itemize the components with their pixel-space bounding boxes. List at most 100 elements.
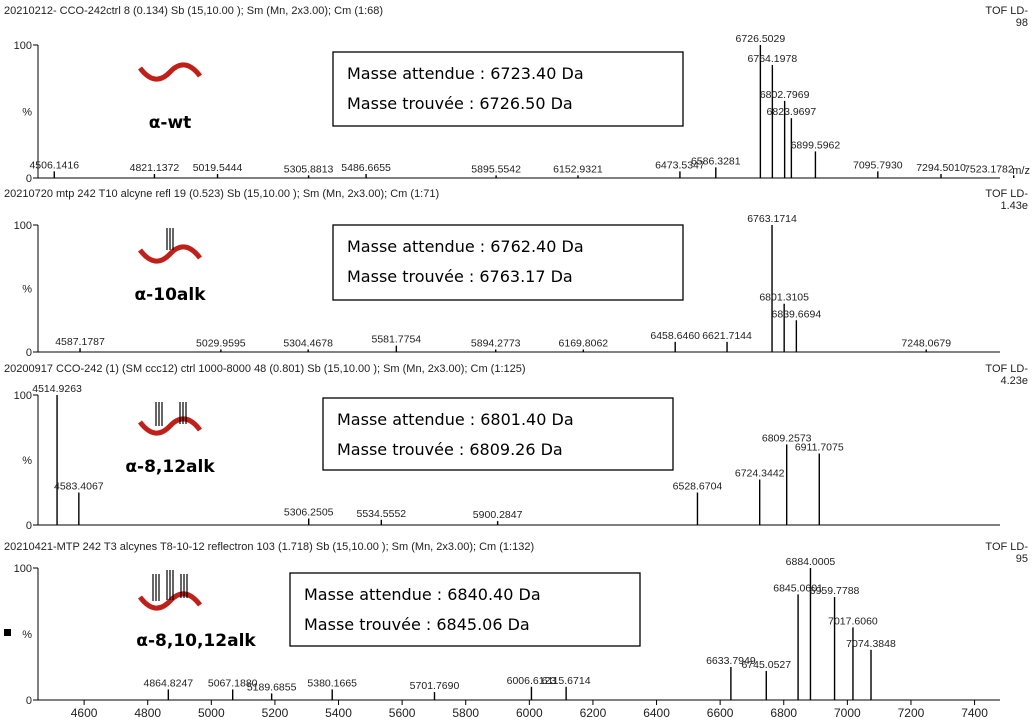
mass-text: Masse attendue : 6801.40 Da: [337, 410, 574, 429]
peak-label: 6726.5029: [736, 33, 786, 45]
peak-label: 7294.5010: [916, 162, 966, 174]
y-tick-label: 100: [14, 40, 32, 52]
x-tick-label: 6200: [580, 706, 607, 720]
peak-label: 6839.6694: [772, 308, 822, 320]
mass-text: Masse attendue : 6762.40 Da: [347, 237, 584, 256]
peak-label: 6006.6123: [507, 675, 557, 687]
compound-label: α-wt: [149, 113, 192, 133]
x-axis-label: m/z: [1012, 165, 1030, 177]
peak-label: 4821.1372: [130, 162, 180, 174]
mass-box: [332, 51, 684, 127]
mass-box: [332, 224, 684, 301]
panel-header: 20210212- CCO-242ctrl 8 (0.134) Sb (15,1…: [4, 5, 383, 17]
y-tick-label: 0: [26, 695, 32, 707]
peak-label: 6763.1714: [747, 213, 797, 225]
panel-header: 20210421-MTP 242 T3 alcynes T8-10-12 ref…: [4, 541, 534, 553]
x-tick-label: 4600: [71, 706, 98, 720]
peak-label: 7095.7930: [853, 159, 903, 171]
peak-label: 7074.3848: [846, 638, 896, 650]
x-tick-label: 5600: [389, 706, 416, 720]
intensity-scale: 98: [1016, 17, 1028, 29]
peak-label: 6801.3105: [759, 292, 809, 304]
peak-label: 5067.1880: [208, 677, 258, 689]
peak-label: 6169.8062: [559, 337, 609, 349]
peak-label: 5019.5444: [193, 162, 243, 174]
peak-label: 5581.7754: [372, 334, 422, 346]
peak-label: 6473.5347: [655, 159, 705, 171]
x-tick-label: 5000: [198, 706, 225, 720]
peak-label: 5900.2847: [473, 509, 523, 521]
peak-label: 7017.6060: [828, 615, 878, 627]
peak-label: 6809.2573: [762, 432, 812, 444]
icon-10alk: [138, 244, 202, 264]
mass-text: Masse attendue : 6840.40 Da: [304, 585, 541, 604]
panel-header: 20200917 CCO-242 (1) (SM ccc12) ctrl 100…: [4, 363, 526, 375]
peak-label: 6724.3442: [735, 468, 785, 480]
peak-label: 5029.9595: [196, 337, 246, 349]
peak-label: 5305.8813: [284, 163, 334, 175]
peak-label: 4583.4067: [54, 481, 104, 493]
peak-label: 4587.1787: [55, 336, 105, 348]
peak-label: 5486.6655: [341, 162, 391, 174]
instrument: TOF LD-: [985, 541, 1028, 553]
alkynes: [166, 228, 174, 250]
x-tick-label: 4800: [134, 706, 161, 720]
peak-label: 6152.9321: [553, 163, 603, 175]
x-tick-label: 7400: [961, 706, 988, 720]
peak-label: 6458.6460: [650, 330, 700, 342]
peak-label: 4864.8247: [144, 677, 194, 689]
x-tick-label: 6600: [707, 706, 734, 720]
peak-label: 7248.0679: [901, 337, 951, 349]
peak-label: 6586.3281: [691, 155, 741, 167]
peak-label: 4506.1416: [29, 159, 79, 171]
intensity-scale: 1.43e: [1000, 200, 1028, 212]
alkynes: [152, 570, 188, 601]
mass-text: Masse attendue : 6723.40 Da: [347, 64, 584, 83]
peak-label: 6899.5962: [791, 139, 841, 151]
icon-wt: [138, 62, 202, 82]
x-tick-label: 6800: [770, 706, 797, 720]
peak-label: 6621.7144: [702, 330, 752, 342]
y-axis-label: %: [22, 107, 32, 119]
x-tick-label: 5400: [325, 706, 352, 720]
y-tick-label: 100: [14, 390, 32, 402]
peak-label: 5189.6855: [247, 681, 297, 693]
y-axis-label: %: [22, 455, 32, 467]
instrument: TOF LD-: [985, 188, 1028, 200]
mass-text: Masse trouvée : 6809.26 Da: [337, 440, 563, 459]
peak-label: 4514.9263: [32, 383, 82, 395]
icon-8-12alk: [138, 416, 202, 436]
compound-label: α-8,10,12alk: [136, 631, 256, 651]
intensity-scale: 95: [1016, 553, 1028, 565]
peak-label: 6959.7788: [810, 585, 860, 597]
alkynes: [155, 402, 187, 426]
peak-label: 6764.1978: [748, 53, 798, 65]
y-axis-label: %: [22, 629, 32, 641]
molecule-icons: [138, 62, 202, 611]
peak-label: 5895.5542: [471, 163, 521, 175]
peak-label: 6115.6714: [542, 675, 591, 687]
y-tick-label: 0: [26, 173, 32, 185]
marker: [4, 629, 11, 636]
instrument: TOF LD-: [985, 5, 1028, 17]
x-tick-label: 6000: [516, 706, 543, 720]
mass-text: Masse trouvée : 6763.17 Da: [347, 267, 573, 286]
x-tick-label: 5800: [452, 706, 479, 720]
peak-label: 6802.7969: [760, 89, 810, 101]
peak-label: 6633.7949: [706, 655, 756, 667]
y-axis-label: %: [22, 284, 32, 296]
compound-label: α-10alk: [135, 285, 207, 305]
x-tick-label: 5200: [262, 706, 289, 720]
peak-label: 7523.1782: [964, 163, 1014, 175]
icon-8-10-12alk: [138, 591, 202, 611]
compound-label: α-8,12alk: [125, 457, 215, 477]
peak-label: 6528.6704: [673, 481, 723, 493]
x-tick-label: 6400: [643, 706, 670, 720]
panel-header: 20210720 mtp 242 T10 alcyne refl 19 (0.5…: [4, 188, 439, 200]
x-tick-label: 7200: [898, 706, 925, 720]
mass-text: Masse trouvée : 6726.50 Da: [347, 94, 573, 113]
intensity-scale: 4.23e: [1000, 375, 1028, 387]
peak-label: 5894.2773: [471, 337, 521, 349]
mass-text: Masse trouvée : 6845.06 Da: [304, 615, 530, 634]
x-tick-label: 7000: [834, 706, 861, 720]
